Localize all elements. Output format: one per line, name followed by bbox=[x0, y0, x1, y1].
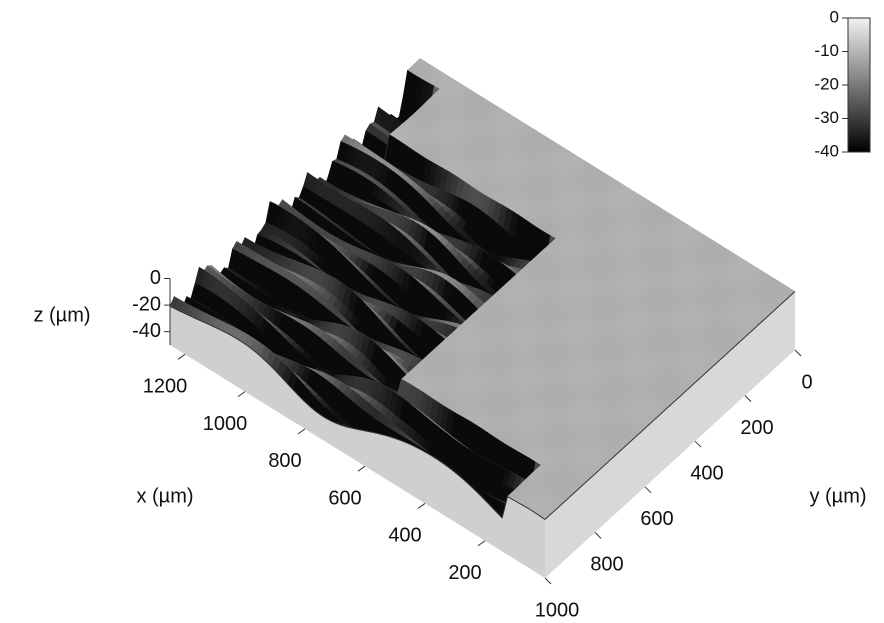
x-tick bbox=[238, 392, 245, 397]
x-tick-label: 800 bbox=[268, 450, 301, 472]
y-tick-label: 800 bbox=[590, 554, 623, 576]
colorbar-tick-label: -30 bbox=[814, 108, 839, 127]
x-tick-label: 200 bbox=[448, 562, 481, 584]
x-tick bbox=[358, 466, 365, 471]
x-axis-label: x (µm) bbox=[136, 485, 193, 507]
colorbar bbox=[848, 18, 870, 152]
chart: 200 400 600 800 1000 1200 0 200 400 600 800 1000 0 -2… bbox=[0, 0, 884, 623]
y-tick-label: 600 bbox=[640, 508, 673, 530]
y-tick-label: 400 bbox=[690, 462, 723, 484]
colorbar-tick-label: -40 bbox=[814, 141, 839, 160]
x-tick bbox=[298, 429, 305, 434]
colorbar-tick-label: -10 bbox=[814, 41, 839, 60]
x-tick bbox=[478, 541, 485, 546]
x-tick-label: 1000 bbox=[203, 413, 248, 435]
z-axis-label: z (µm) bbox=[33, 304, 90, 326]
z-tick-label: 0 bbox=[150, 267, 161, 289]
x-tick-label: 1200 bbox=[143, 376, 188, 398]
y-tick bbox=[545, 578, 551, 584]
y-tick bbox=[795, 350, 801, 356]
y-tick-label: 200 bbox=[740, 417, 773, 439]
y-tick-label: 1000 bbox=[535, 599, 580, 621]
x-tick-label: 400 bbox=[388, 525, 421, 547]
x-tick bbox=[418, 503, 425, 508]
colorbar-tick-label: 0 bbox=[830, 7, 839, 26]
y-tick-label: 0 bbox=[801, 371, 812, 393]
y-tick bbox=[745, 396, 751, 402]
z-tick-label: -20 bbox=[132, 293, 161, 315]
surface bbox=[170, 58, 795, 578]
x-tick-label: 600 bbox=[328, 487, 361, 509]
colorbar-tick-label: -20 bbox=[814, 74, 839, 93]
y-axis-label: y (µm) bbox=[809, 485, 866, 507]
z-tick-label: -40 bbox=[132, 320, 161, 342]
y-tick bbox=[695, 441, 701, 447]
y-tick bbox=[595, 532, 601, 538]
x-tick bbox=[178, 354, 185, 359]
y-tick bbox=[645, 487, 651, 493]
